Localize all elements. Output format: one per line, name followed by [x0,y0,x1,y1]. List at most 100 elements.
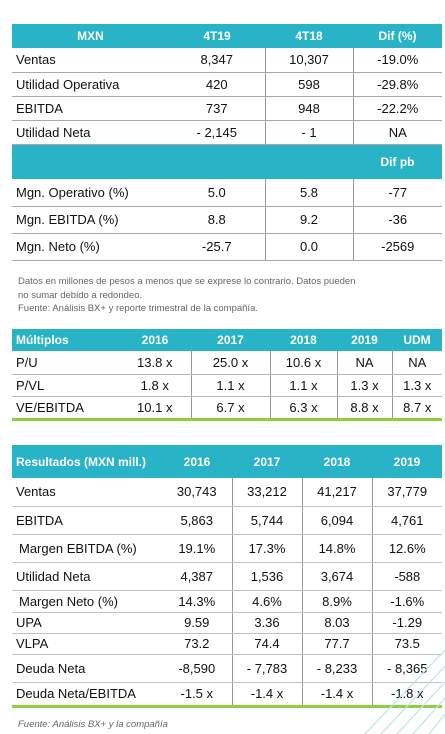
cell-udm: 1.3 x [391,374,442,397]
table-header-row: MXN 4T19 4T18 Dif (%) [12,24,442,48]
row-label: Utilidad Neta [12,120,169,145]
header-currency: MXN [12,24,169,48]
footnote: Datos en millones de pesos a menos que s… [18,275,428,316]
cell-2017: 74.4 [231,633,302,655]
row-label: Mgn. Neto (%) [12,233,169,261]
row-label: P/VL [12,374,119,397]
header-4t19: 4T19 [169,24,265,48]
cell-udm: NA [391,351,442,375]
header-multiples: Múltiplos [12,329,119,351]
cell-dif: -19.0% [352,48,442,73]
table-row: Deuda Neta/EBITDA -1.5 x -1.4 x -1.4 x -… [12,682,442,708]
cell-udm: 8.7 x [391,396,442,421]
cell-2017: -1.4 x [231,682,302,708]
header-2017: 2017 [191,329,270,351]
cell-4t18: 948 [264,96,353,121]
cell-2018: -1.4 x [301,682,372,708]
cell-2018: 14.8% [301,534,372,563]
cell-2016: 13.8 x [119,351,191,375]
subheader-row: Dif pb [12,144,442,179]
cell-2018: 41,217 [301,478,372,507]
table-row: Utilidad Neta 4,387 1,536 3,674 -588 [12,562,442,591]
cell-2017: 33,212 [231,478,302,507]
table-row: Margen EBITDA (%) 19.1% 17.3% 14.8% 12.6… [12,534,442,563]
header-udm: UDM [392,329,442,351]
cell-2019: 37,779 [371,478,442,507]
header-2018: 2018 [302,445,372,478]
cell-4t19: - 2,145 [169,120,265,145]
cell-2019: NA [336,351,392,375]
cell-2016: -8,590 [162,654,232,683]
cell-2017: 1,536 [231,562,302,591]
cell-4t18: 598 [264,72,353,97]
cell-2017: 4.6% [231,590,302,613]
cell-2017: 25.0 x [190,351,270,375]
table-row: VLPA 73.2 74.4 77.7 73.5 [12,633,442,655]
cell-4t18: 9.2 [264,206,353,234]
cell-dif: -77 [352,179,442,207]
cell-2016: 14.3% [162,590,232,613]
row-label: VLPA [12,633,162,655]
cell-2016: 30,743 [162,478,232,507]
table-row: Mgn. EBITDA (%) 8.8 9.2 -36 [12,206,442,234]
row-label: Mgn. EBITDA (%) [12,206,169,234]
cell-2018: 6,094 [301,506,372,535]
header-dif-pb: Dif pb [353,144,442,179]
footnote-source: Fuente: Análisis BX+ y reporte trimestra… [18,303,258,314]
cell-2019: 4,761 [371,506,442,535]
decorative-lines [364,649,445,734]
table-row: EBITDA 737 948 -22.2% [12,96,442,121]
row-label: Ventas [12,478,162,507]
row-label: VE/EBITDA [12,396,119,421]
table-header-row: Múltiplos 2016 2017 2018 2019 UDM [12,329,442,351]
cell-2016: 4,387 [162,562,232,591]
table-row: Mgn. Operativo (%) 5.0 5.8 -77 [12,179,442,207]
subheader-blank [169,144,265,179]
table-row: Ventas 30,743 33,212 41,217 37,779 [12,478,442,507]
cell-2016: 5,863 [162,506,232,535]
header-2019: 2019 [337,329,392,351]
cell-2018: 8.9% [301,590,372,613]
header-2018: 2018 [270,329,337,351]
header-4t18: 4T18 [265,24,353,48]
row-label: UPA [12,612,162,634]
row-label: Deuda Neta/EBITDA [12,682,162,708]
table-row: Utilidad Neta - 2,145 - 1 NA [12,120,442,145]
table-header-row: Resultados (MXN mill.) 2016 2017 2018 20… [12,445,442,478]
cell-2019: - 8,365 [371,654,442,683]
table-row: EBITDA 5,863 5,744 6,094 4,761 [12,506,442,535]
cell-4t18: 10,307 [264,48,353,73]
cell-2016: -1.5 x [162,682,232,708]
cell-dif: -2569 [352,233,442,261]
subheader-blank [12,144,169,179]
table-row: Margen Neto (%) 14.3% 4.6% 8.9% -1.6% [12,590,442,613]
cell-2019: 73.5 [371,633,442,655]
cell-2017: 5,744 [231,506,302,535]
row-label: EBITDA [12,506,162,535]
table-row: UPA 9.59 3.36 8.03 -1.29 [12,612,442,634]
cell-2016: 10.1 x [119,396,191,421]
header-results: Resultados (MXN mill.) [12,445,162,478]
cell-2018: 6.3 x [269,396,337,421]
row-label: EBITDA [12,96,169,121]
cell-2019: -588 [371,562,442,591]
cell-dif: -36 [352,206,442,234]
cell-2016: 19.1% [162,534,232,563]
cell-2019: 8.8 x [336,396,392,421]
cell-2019: -1.6% [371,590,442,613]
cell-2017: - 7,783 [231,654,302,683]
table-row: VE/EBITDA 10.1 x 6.7 x 6.3 x 8.8 x 8.7 x [12,396,442,421]
row-label: Utilidad Neta [12,562,162,591]
subheader-blank [265,144,353,179]
cell-2019: -1.8 x [371,682,442,708]
cell-4t18: 0.0 [264,233,353,261]
footnote-line: no sumar debido a redondeo. [18,289,143,301]
cell-dif: -29.8% [352,72,442,97]
row-label: Mgn. Operativo (%) [12,179,169,207]
cell-dif: -22.2% [352,96,442,121]
cell-dif: NA [352,120,442,145]
cell-2016: 9.59 [162,612,232,634]
annual-results-table: Resultados (MXN mill.) 2016 2017 2018 20… [12,445,442,708]
row-label: P/U [12,351,119,375]
header-2016: 2016 [162,445,232,478]
